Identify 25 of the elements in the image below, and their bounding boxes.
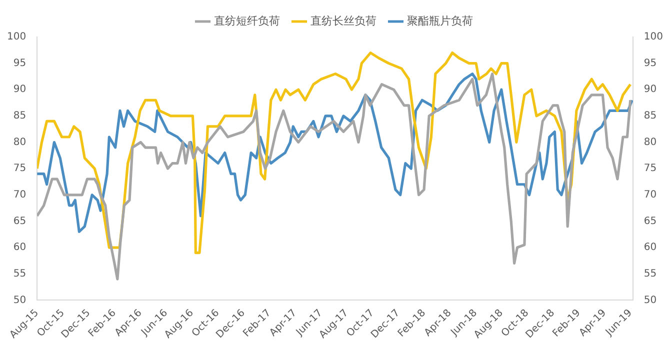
y-tick-label: 75 bbox=[13, 163, 26, 174]
y-tick-label: 95 bbox=[13, 58, 26, 69]
y2-tick-label: 100 bbox=[644, 32, 664, 43]
y-tick-label: 50 bbox=[13, 294, 26, 306]
legend-label: 直纺短纤负荷 bbox=[214, 14, 280, 28]
y-tick-label: 70 bbox=[13, 189, 26, 200]
y-tick-label: 65 bbox=[13, 216, 26, 227]
y2-tick-label: 70 bbox=[644, 189, 657, 200]
legend-label: 直纺长丝负荷 bbox=[310, 14, 376, 28]
y2-tick-label: 55 bbox=[644, 268, 657, 280]
y2-tick-label: 85 bbox=[644, 110, 657, 122]
y2-tick-label: 95 bbox=[644, 58, 657, 69]
y2-tick-label: 80 bbox=[644, 136, 657, 148]
y-tick-label: 55 bbox=[13, 268, 26, 280]
y-tick-label: 80 bbox=[13, 136, 26, 148]
y2-tick-label: 50 bbox=[644, 294, 657, 306]
y2-tick-label: 75 bbox=[644, 163, 657, 174]
y2-tick-label: 90 bbox=[644, 84, 657, 96]
y-tick-label: 90 bbox=[13, 84, 26, 96]
y2-tick-label: 65 bbox=[644, 216, 657, 227]
y-tick-label: 60 bbox=[13, 242, 26, 254]
y-tick-label: 85 bbox=[13, 110, 26, 122]
legend-label: 聚酯瓶片负荷 bbox=[406, 14, 473, 28]
y2-tick-label: 60 bbox=[644, 242, 657, 254]
y-tick-label: 100 bbox=[6, 32, 26, 43]
